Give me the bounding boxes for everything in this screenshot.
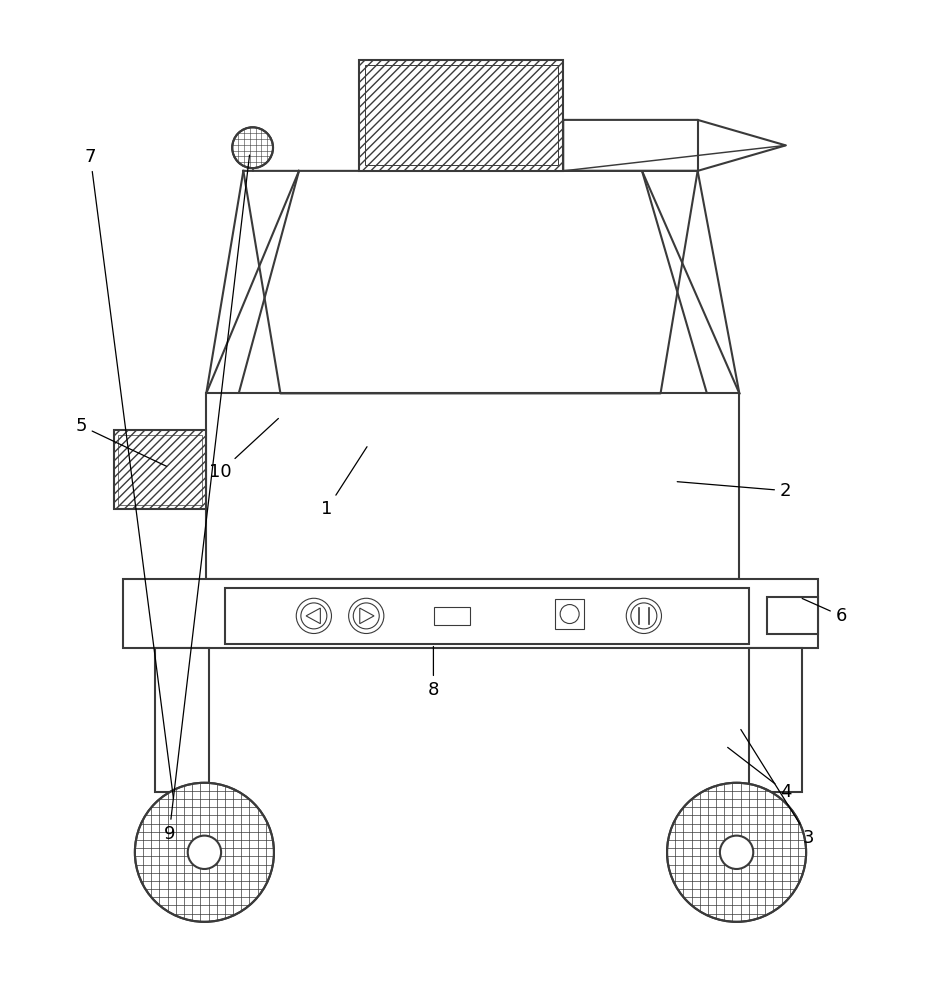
Text: 1: 1 — [321, 447, 367, 518]
Text: 8: 8 — [428, 646, 439, 699]
Text: 5: 5 — [75, 417, 167, 466]
Bar — [359, 60, 564, 171]
Text: 2: 2 — [678, 482, 791, 500]
Circle shape — [135, 783, 274, 922]
Bar — [123, 579, 818, 648]
Circle shape — [188, 836, 221, 869]
Bar — [365, 65, 558, 165]
Bar — [435, 607, 470, 625]
Text: 7: 7 — [85, 148, 173, 799]
Text: 10: 10 — [209, 418, 279, 481]
Circle shape — [232, 127, 273, 168]
Bar — [119, 435, 201, 505]
Polygon shape — [244, 171, 697, 393]
Bar — [225, 588, 749, 644]
Text: 4: 4 — [727, 747, 791, 801]
Bar — [206, 393, 740, 579]
Polygon shape — [564, 120, 786, 171]
Circle shape — [667, 783, 806, 922]
Text: 6: 6 — [802, 598, 847, 625]
Bar — [114, 430, 206, 509]
Text: 3: 3 — [741, 729, 815, 847]
Bar — [155, 648, 209, 792]
Text: 9: 9 — [164, 155, 249, 843]
Bar — [767, 597, 818, 634]
Circle shape — [720, 836, 753, 869]
Bar — [555, 599, 584, 629]
Bar — [749, 648, 803, 792]
Bar — [359, 60, 564, 171]
Bar — [114, 430, 206, 509]
